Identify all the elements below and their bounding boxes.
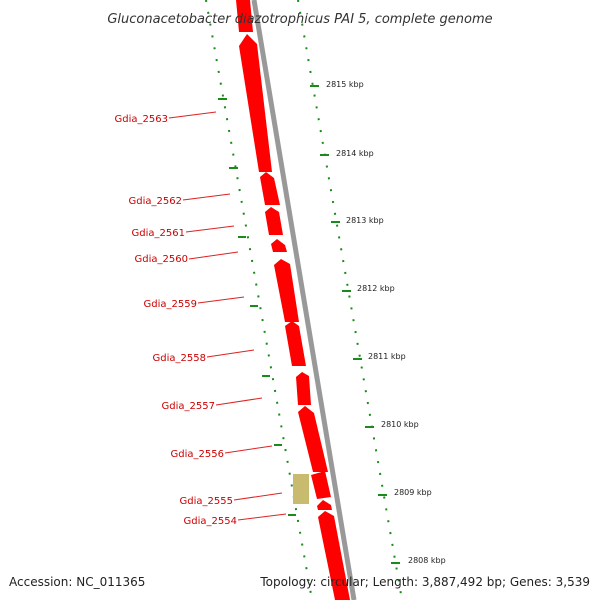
gene-feature[interactable] <box>239 34 272 172</box>
gene-label[interactable]: Gdia_2558 <box>153 353 206 364</box>
gene-label[interactable]: Gdia_2563 <box>115 114 168 125</box>
right-dotted-track <box>297 0 403 600</box>
gene-feature[interactable] <box>265 207 283 235</box>
scale-tick-label: 2813 kbp <box>346 216 384 225</box>
scale-tick-label: 2810 kbp <box>381 420 419 429</box>
scale-tick-marks <box>310 85 400 564</box>
gene-label[interactable]: Gdia_2562 <box>129 196 182 207</box>
scale-tick-label: 2808 kbp <box>408 556 446 565</box>
accession-text: Accession: NC_011365 <box>9 575 145 589</box>
map-title: Gluconacetobacter diazotrophicus PAI 5, … <box>107 12 492 27</box>
gene-feature[interactable] <box>311 471 331 499</box>
gene-feature[interactable] <box>298 406 328 472</box>
gene-feature[interactable] <box>236 0 253 32</box>
gene-label[interactable]: Gdia_2561 <box>132 228 185 239</box>
gene-label[interactable]: Gdia_2557 <box>162 401 215 412</box>
gene-features <box>236 0 350 600</box>
gene-label[interactable]: Gdia_2560 <box>135 254 188 265</box>
scale-tick-label: 2814 kbp <box>336 149 374 158</box>
scale-tick-label: 2815 kbp <box>326 80 364 89</box>
gene-feature-alt[interactable] <box>293 474 309 504</box>
scale-tick-label: 2811 kbp <box>368 352 406 361</box>
scale-tick-label: 2809 kbp <box>394 488 432 497</box>
gene-feature[interactable] <box>274 259 299 322</box>
gene-feature[interactable] <box>317 500 332 510</box>
gene-labels: Gdia_2563 Gdia_2562 Gdia_2561 Gdia_2560 … <box>115 114 237 527</box>
genome-summary-text: Topology: circular; Length: 3,887,492 bp… <box>259 575 590 589</box>
gene-label[interactable]: Gdia_2556 <box>171 449 224 460</box>
gene-feature[interactable] <box>271 239 287 252</box>
gene-feature[interactable] <box>260 172 280 205</box>
gene-label-lines <box>168 111 287 521</box>
gene-feature[interactable] <box>318 511 350 600</box>
scale-tick-labels: 2815 kbp 2814 kbp 2813 kbp 2812 kbp 2811… <box>326 80 446 565</box>
left-track-marks <box>218 98 296 516</box>
scale-tick-label: 2812 kbp <box>357 284 395 293</box>
gene-label[interactable]: Gdia_2554 <box>184 516 237 527</box>
backbone-line <box>251 0 357 600</box>
gene-feature[interactable] <box>285 321 306 366</box>
gene-label[interactable]: Gdia_2555 <box>180 496 233 507</box>
gene-label[interactable]: Gdia_2559 <box>144 299 197 310</box>
gene-feature[interactable] <box>296 372 311 405</box>
